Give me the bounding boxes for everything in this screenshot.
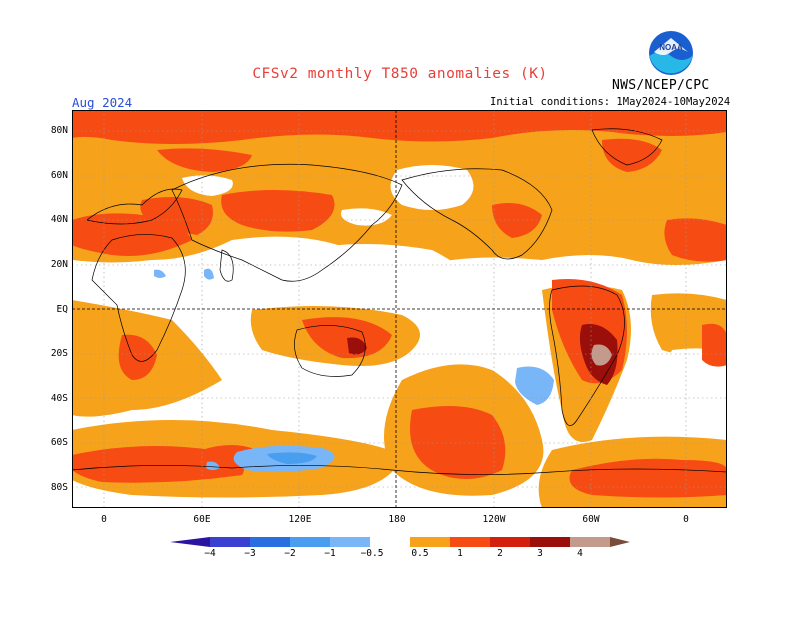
lat-label-40s: 40S [50,393,68,404]
map-title: CFSv2 monthly T850 anomalies (K) [252,66,548,82]
lon-label-0: 0 [101,514,107,525]
colorbar-cell-p1-p2 [450,537,490,547]
colorbar-label-m3: −3 [244,548,256,559]
colorbar-cell-neutral [370,537,410,547]
logo-text: NOAA [659,43,683,52]
colorbar-label-m2: −2 [284,548,296,559]
anomaly-band-peak [591,344,612,366]
colorbar [170,537,630,547]
colorbar-cell-p05-p1 [410,537,450,547]
colorbar-cell-gt-p5 [610,537,630,547]
colorbar-cell-m4-m3 [210,537,250,547]
colorbar-label-p05: 0.5 [411,548,429,559]
colorbar-cell-lt-m4 [170,537,210,547]
colorbar-label-m4: −4 [204,548,216,559]
colorbar-label-p1: 1 [457,548,463,559]
noaa-logo: NOAA [649,31,693,75]
lon-label-120e: 120E [288,514,312,525]
colorbar-cell-p4-p5 [570,537,610,547]
lat-label-80s: 80S [50,482,68,493]
colorbar-cell-p2-p3 [490,537,530,547]
colorbar-label-p4: 4 [577,548,583,559]
lat-label-80n: 80N [50,125,68,136]
colorbar-cell-p3-p4 [530,537,570,547]
anomaly-map [72,110,727,508]
lat-label-40n: 40N [50,214,68,225]
lon-label-180: 180 [388,514,406,525]
colorbar-label-p3: 3 [537,548,543,559]
lat-label-60n: 60N [50,170,68,181]
lat-label-eq: EQ [56,304,68,315]
lat-label-20n: 20N [50,259,68,270]
lat-label-60s: 60S [50,437,68,448]
agency-label: NWS/NCEP/CPC [612,78,710,93]
initial-conditions: Initial conditions: 1May2024-10May2024 [490,96,731,108]
colorbar-label-m05: −0.5 [360,548,384,559]
map-frame [72,110,727,508]
lon-label-60e: 60E [193,514,211,525]
lat-label-20s: 20S [50,348,68,359]
colorbar-cell-m2-m1 [290,537,330,547]
colorbar-label-m1: −1 [324,548,336,559]
colorbar-cell-m1-m05 [330,537,370,547]
lon-label-0-east: 0 [683,514,689,525]
equator-dateline [72,110,727,508]
colorbar-cell-m3-m2 [250,537,290,547]
anomaly-band-blue-strong [267,452,317,464]
forecast-month: Aug 2024 [72,95,133,110]
colorbar-label-p2: 2 [497,548,503,559]
lon-label-120w: 120W [482,514,506,525]
lon-label-60w: 60W [582,514,600,525]
coastlines [72,128,727,475]
